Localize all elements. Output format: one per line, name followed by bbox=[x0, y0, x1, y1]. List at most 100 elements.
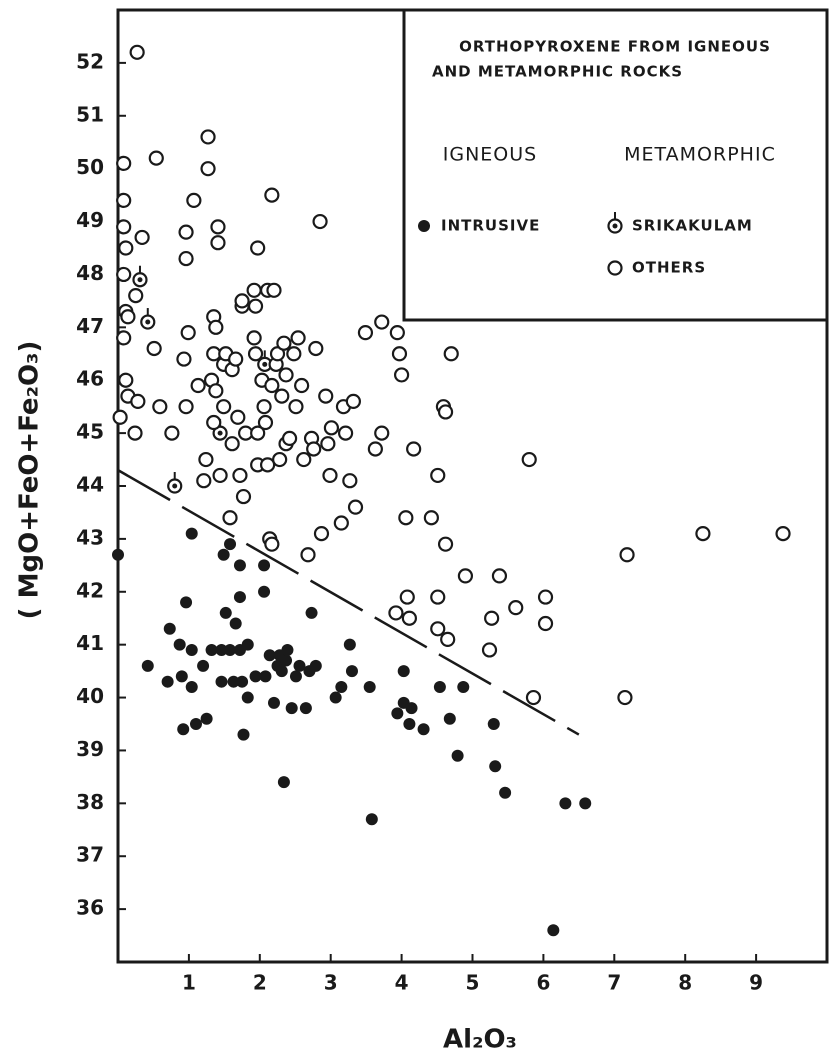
point bbox=[241, 638, 254, 651]
point bbox=[525, 689, 542, 706]
y-tick-label: 48 bbox=[76, 261, 104, 285]
point-part bbox=[312, 213, 328, 230]
point bbox=[259, 457, 276, 473]
point bbox=[217, 548, 230, 561]
point-part bbox=[440, 631, 456, 647]
point-part bbox=[247, 298, 264, 314]
point bbox=[417, 723, 430, 736]
point-part bbox=[152, 399, 168, 415]
point-part bbox=[537, 589, 554, 605]
point bbox=[345, 665, 358, 678]
point bbox=[233, 559, 246, 572]
point bbox=[430, 467, 446, 484]
legend-marker-part bbox=[607, 260, 623, 276]
point-part bbox=[276, 335, 292, 351]
point bbox=[430, 621, 446, 637]
point bbox=[363, 680, 376, 693]
point-part bbox=[525, 689, 542, 706]
point bbox=[405, 702, 418, 715]
point bbox=[247, 298, 264, 314]
legend-title: ORTHOPYROXENE FROM IGNEOUS bbox=[459, 38, 771, 56]
point bbox=[357, 325, 374, 341]
point-part bbox=[294, 377, 310, 394]
point bbox=[437, 404, 454, 420]
point-part bbox=[116, 219, 132, 235]
point bbox=[394, 367, 410, 383]
point-part bbox=[224, 436, 240, 452]
point bbox=[152, 399, 168, 415]
point-part bbox=[457, 568, 474, 584]
point bbox=[176, 351, 192, 367]
point bbox=[215, 643, 228, 656]
point bbox=[116, 155, 132, 171]
point-part bbox=[313, 525, 330, 542]
point bbox=[247, 346, 264, 362]
point bbox=[695, 525, 711, 542]
point-part bbox=[259, 457, 276, 473]
y-tick-label: 50 bbox=[76, 155, 104, 179]
point-part bbox=[367, 441, 383, 457]
point bbox=[264, 187, 280, 203]
y-tick-label: 45 bbox=[76, 420, 104, 444]
point-part bbox=[357, 325, 374, 341]
point bbox=[294, 377, 310, 394]
point bbox=[185, 680, 198, 693]
point-part bbox=[206, 414, 222, 431]
point bbox=[190, 377, 206, 394]
point-part bbox=[217, 430, 223, 436]
point-part bbox=[398, 510, 414, 526]
x-tick-label: 3 bbox=[324, 971, 338, 995]
point bbox=[185, 643, 198, 656]
point bbox=[208, 383, 224, 399]
point bbox=[229, 617, 242, 630]
point bbox=[423, 510, 439, 526]
point bbox=[127, 425, 143, 441]
point bbox=[508, 600, 524, 616]
point bbox=[175, 670, 188, 683]
point-part bbox=[196, 473, 212, 489]
point bbox=[406, 441, 422, 457]
point bbox=[118, 240, 134, 256]
point bbox=[200, 712, 213, 725]
point-part bbox=[210, 235, 226, 251]
point bbox=[163, 622, 176, 635]
point bbox=[210, 219, 226, 235]
legend-label: SRIKAKULAM bbox=[632, 217, 753, 235]
point-part bbox=[430, 467, 446, 484]
x-tick-label: 1 bbox=[182, 971, 196, 995]
point-part bbox=[176, 351, 192, 367]
point-part bbox=[178, 224, 194, 240]
point-part bbox=[272, 451, 288, 468]
point-part bbox=[617, 689, 633, 706]
point bbox=[457, 568, 474, 584]
point bbox=[197, 659, 210, 672]
point bbox=[266, 282, 282, 298]
point-part bbox=[247, 346, 264, 362]
x-tick-label: 7 bbox=[607, 971, 621, 995]
point-part bbox=[306, 441, 322, 457]
point bbox=[128, 288, 144, 304]
point bbox=[277, 776, 290, 789]
point bbox=[343, 638, 356, 651]
point bbox=[309, 659, 322, 672]
point bbox=[141, 659, 154, 672]
legend-marker bbox=[418, 220, 430, 232]
point bbox=[318, 388, 334, 404]
point bbox=[200, 129, 216, 145]
legend-group: IGNEOUS bbox=[443, 144, 537, 166]
point bbox=[161, 675, 174, 688]
point bbox=[286, 346, 302, 362]
point bbox=[233, 591, 246, 604]
point-part bbox=[399, 589, 415, 605]
point bbox=[205, 643, 218, 656]
point bbox=[208, 319, 224, 335]
point-part bbox=[208, 383, 224, 399]
point bbox=[347, 499, 364, 515]
point bbox=[246, 330, 262, 346]
point-part bbox=[216, 399, 232, 415]
point bbox=[173, 638, 186, 651]
point bbox=[112, 548, 124, 561]
point bbox=[365, 813, 378, 826]
legend-label: INTRUSIVE bbox=[441, 217, 540, 235]
point bbox=[164, 425, 180, 441]
